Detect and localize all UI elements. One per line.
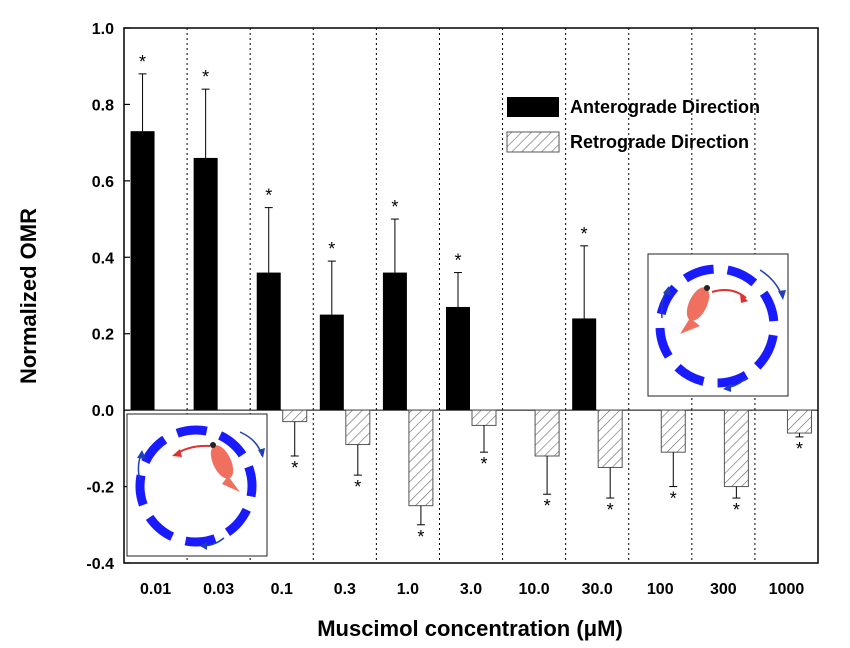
significance-star: * [265,186,272,206]
bar-retrograde [534,409,560,457]
bar-retrograde [345,409,371,446]
legend-label-anterograde: Anterograde Direction [570,97,760,117]
significance-star: * [796,439,803,459]
x-tick-label: 300 [710,581,737,598]
bar-retrograde [471,409,497,426]
significance-star: * [670,489,677,509]
bar-retrograde [786,409,812,434]
bars: * * * * * * * * * * * * * * * * [130,52,812,547]
inset-right-diagram [647,253,789,397]
inset-left-diagram [126,413,268,557]
fish-right-icon [680,285,710,334]
x-tick-label: 0.03 [203,581,234,598]
y-axis-ticks: 1.0 0.8 0.6 0.4 0.2 0.0 -0.2 -0.4 [86,21,130,573]
significance-star: * [544,496,551,516]
legend: Anterograde Direction Retrograde Directi… [506,97,760,153]
x-axis-title-unit: μM [584,616,616,641]
legend-label-retrograde: Retrograde Direction [570,132,749,152]
bar-retrograde [723,409,749,488]
significance-star: * [291,458,298,478]
significance-star: * [202,67,209,87]
x-tick-label: 0.3 [334,581,356,598]
y-tick-label: 0.6 [92,174,114,191]
x-tick-label: 10.0 [519,581,550,598]
y-tick-label: 0.0 [92,403,114,420]
x-tick-label: 3.0 [460,581,482,598]
significance-star: * [391,197,398,217]
bar-anterograde [193,157,218,411]
y-tick-label: -0.2 [86,480,114,497]
bar-anterograde [446,306,470,411]
bar-anterograde [319,314,344,411]
bar-retrograde [597,409,623,468]
significance-star: * [417,527,424,547]
bar-anterograde [130,131,155,411]
bar-retrograde [282,409,308,423]
significance-star: * [480,454,487,474]
x-tick-label: 0.01 [140,581,171,598]
significance-star: * [454,251,461,271]
x-tick-label: 1000 [769,581,805,598]
y-tick-label: -0.4 [86,556,114,573]
significance-star: * [328,239,335,259]
significance-star: * [354,477,361,497]
x-tick-label: 1.0 [397,581,419,598]
significance-star: * [733,500,740,520]
x-tick-label: 100 [647,581,674,598]
x-axis-title-main: Muscimol concentration ( [317,616,584,641]
significance-star: * [581,224,588,244]
plot-frame [123,27,819,564]
significance-star: * [607,500,614,520]
y-tick-label: 0.2 [92,327,114,344]
fish-left-icon [210,442,240,492]
bar-anterograde [572,318,597,411]
x-axis-title-close: ) [615,616,622,641]
x-axis-ticks: 0.01 0.03 0.1 0.3 1.0 3.0 10.0 30.0 100 300 1000 [140,581,804,598]
significance-star: * [139,52,146,72]
bar-anterograde [382,272,407,411]
bar-anterograde [256,272,281,411]
x-tick-label: 0.1 [271,581,293,598]
y-tick-label: 1.0 [92,21,114,38]
bar-retrograde [408,409,434,507]
y-tick-label: 0.8 [92,97,114,114]
legend-swatch-retrograde [506,131,560,153]
bar-retrograde [660,409,686,453]
x-axis-title: Muscimol concentration (μM) [317,616,623,641]
legend-swatch-anterograde [507,97,559,117]
x-tick-label: 30.0 [582,581,613,598]
y-axis-title: Normalized OMR [16,208,41,384]
y-tick-label: 0.4 [92,250,114,267]
